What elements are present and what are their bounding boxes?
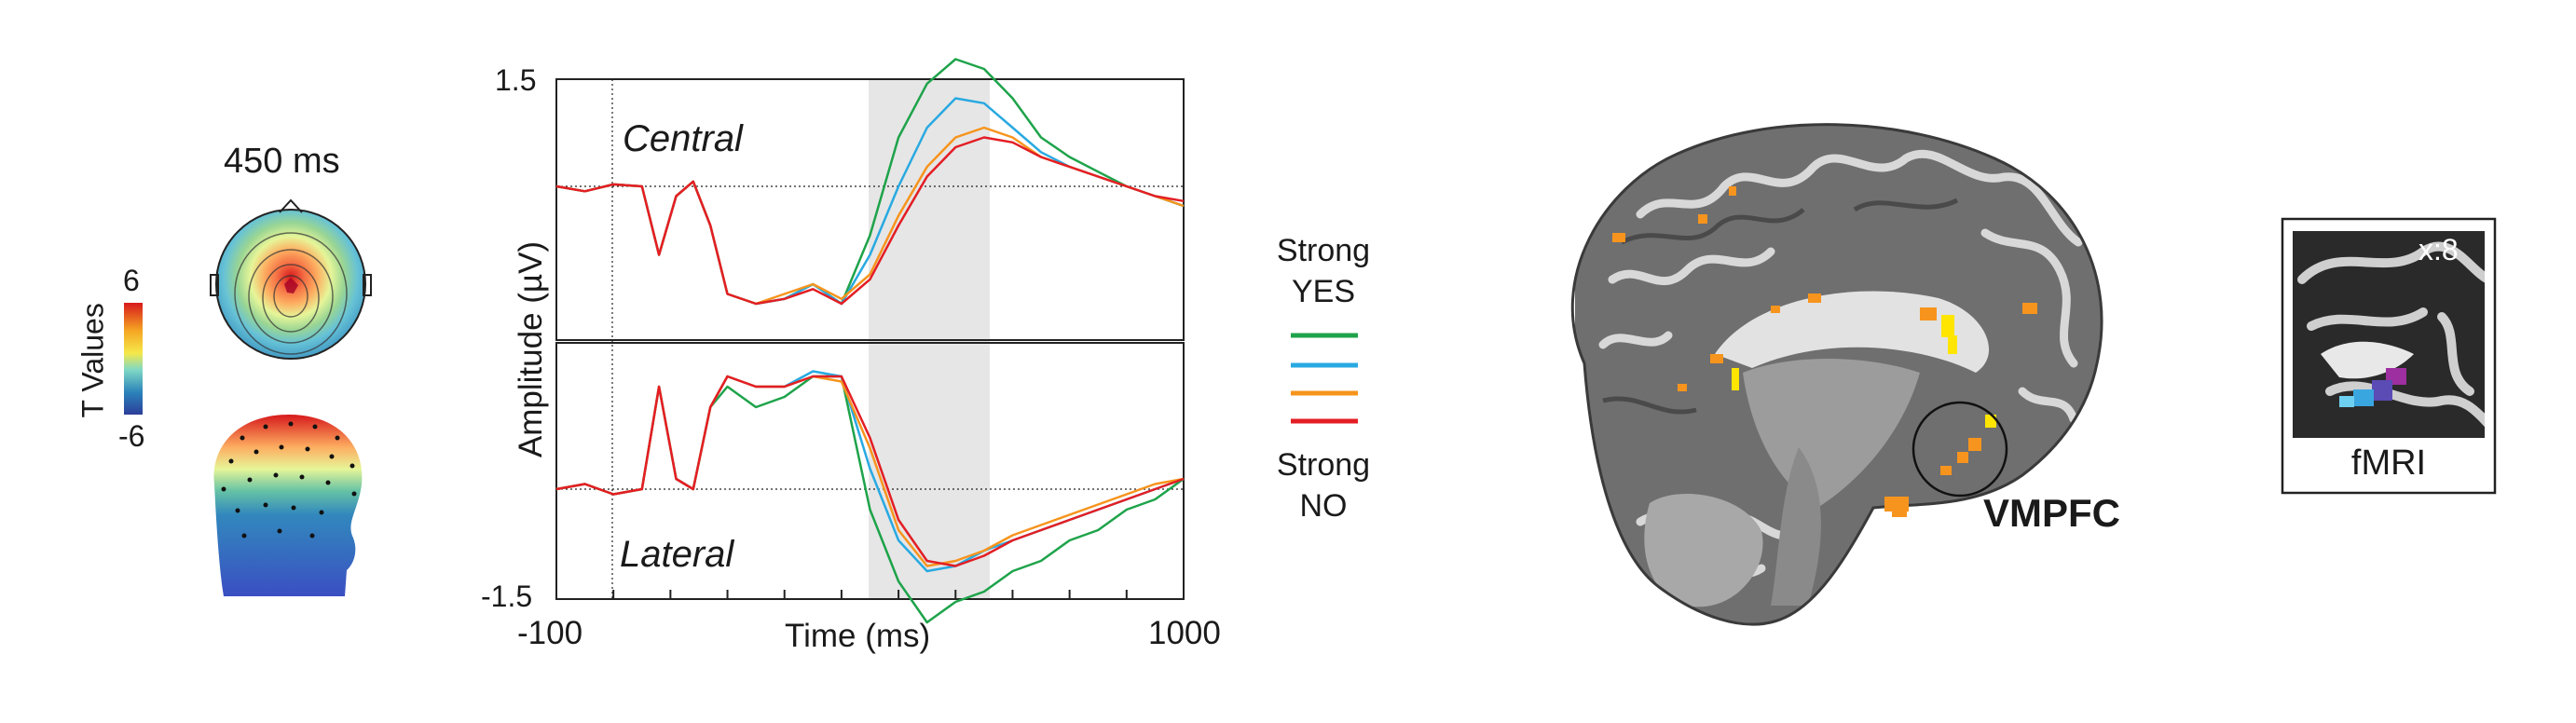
activation-clusters bbox=[1612, 186, 2037, 517]
x-tick-label-right: 1000 bbox=[1148, 615, 1221, 651]
legend-top-line1: Strong bbox=[1276, 233, 1371, 268]
vmpfc-circle bbox=[1911, 401, 2008, 498]
colorbar-min-label: -6 bbox=[118, 419, 145, 453]
inset-coordinate-label: x:8 bbox=[2418, 233, 2459, 266]
x-tick-label-left: -100 bbox=[517, 615, 583, 651]
topomap-time-label: 450 ms bbox=[224, 142, 340, 181]
legend-top-line2: YES bbox=[1291, 274, 1356, 309]
inset-caption: fMRI bbox=[2350, 443, 2427, 483]
colorbar-label: T Values bbox=[75, 303, 110, 418]
3d-head-model bbox=[213, 415, 363, 596]
erp-trace-central-3 bbox=[555, 136, 1185, 306]
erp-chart bbox=[555, 58, 1185, 624]
sagittal-brain bbox=[1491, 102, 2162, 662]
plot-frame-lateral bbox=[555, 342, 1185, 600]
erp-trace-lateral-3 bbox=[555, 375, 1185, 567]
panel-label-central: Central bbox=[623, 118, 743, 159]
x-axis-label: Time (ms) bbox=[785, 618, 931, 654]
inset-fmri bbox=[2281, 217, 2497, 495]
colorbar bbox=[124, 303, 143, 415]
legend-bottom-line2: NO bbox=[1299, 488, 1348, 524]
legend-swatches bbox=[1291, 333, 1358, 424]
y-axis-label: Amplitude (µV) bbox=[513, 240, 549, 458]
legend-bottom-line1: Strong bbox=[1276, 447, 1371, 483]
colorbar-max-label: 6 bbox=[123, 264, 140, 297]
y-tick-label-top: 1.5 bbox=[495, 63, 537, 97]
panel-label-lateral: Lateral bbox=[620, 534, 734, 575]
vmpfc-label: VMPFC bbox=[1983, 491, 2120, 535]
y-tick-label-bottom: -1.5 bbox=[481, 580, 533, 613]
plot-frame-central bbox=[555, 78, 1185, 341]
topomap-head bbox=[210, 198, 372, 360]
